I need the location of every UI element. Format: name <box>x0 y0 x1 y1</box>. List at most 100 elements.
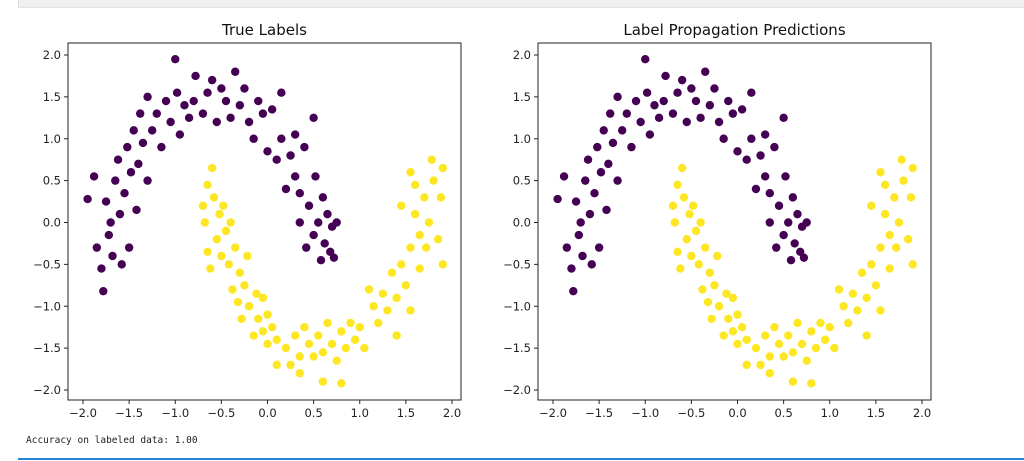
data-point <box>429 176 438 185</box>
data-point <box>765 218 774 227</box>
data-point <box>318 377 328 386</box>
y-tick-label: −1.0 <box>33 299 61 313</box>
data-point <box>215 209 224 219</box>
data-point <box>880 180 890 190</box>
x-tick-label: 0.0 <box>258 406 276 420</box>
data-point <box>710 281 719 290</box>
data-point <box>272 335 281 344</box>
data-point <box>594 243 604 252</box>
y-tick-label: 0.5 <box>513 174 531 188</box>
data-point <box>894 218 904 227</box>
data-point <box>641 54 650 64</box>
data-point <box>316 255 326 265</box>
data-point <box>596 168 606 177</box>
data-point <box>304 339 314 349</box>
data-point <box>258 327 268 336</box>
data-point <box>751 184 761 194</box>
data-point <box>355 322 364 332</box>
data-point <box>231 243 240 252</box>
chart-title: True Labels <box>221 21 307 39</box>
x-tick-label: 2.0 <box>443 406 461 420</box>
data-point <box>636 117 645 127</box>
data-point <box>834 285 844 294</box>
data-point <box>249 331 258 340</box>
x-tick-label: −0.5 <box>207 406 235 420</box>
data-point <box>243 251 252 261</box>
data-point <box>97 264 106 273</box>
data-point <box>802 218 811 227</box>
true-labels-chart: True Labels −2.0 −1.5 −1.0 −0.5 0.0 0.5 1.0 1.5 2… <box>33 21 462 420</box>
data-point <box>161 96 171 106</box>
data-point <box>318 193 328 202</box>
data-point <box>897 155 906 164</box>
plot-frame <box>67 42 462 401</box>
chart-title: Label Propagation Predictions <box>623 21 845 39</box>
data-point <box>203 88 212 97</box>
data-point <box>300 322 309 332</box>
data-point <box>613 176 622 185</box>
data-point <box>908 163 917 173</box>
data-point <box>737 322 747 332</box>
data-point <box>574 230 584 240</box>
data-point <box>890 193 899 202</box>
y-tick-label: −1.5 <box>503 341 531 355</box>
data-point <box>627 142 636 152</box>
data-point <box>682 235 691 244</box>
data-point <box>707 314 716 324</box>
x-tick-label: 0.5 <box>774 406 792 420</box>
data-point <box>605 109 615 118</box>
data-point <box>689 201 698 210</box>
y-tick-label: 2.0 <box>43 48 61 62</box>
data-point <box>781 172 790 181</box>
data-point <box>295 188 304 198</box>
data-point <box>290 172 300 181</box>
data-point <box>272 360 281 370</box>
data-point <box>263 310 272 319</box>
data-point <box>772 243 781 252</box>
data-point <box>668 109 678 118</box>
data-point <box>277 134 286 143</box>
data-point <box>728 109 738 118</box>
data-point <box>602 205 611 215</box>
data-point <box>793 318 802 328</box>
data-point <box>311 172 320 181</box>
data-point <box>816 318 825 328</box>
data-point <box>302 243 311 252</box>
data-point <box>830 343 839 353</box>
data-point <box>571 197 581 206</box>
data-point <box>244 117 254 127</box>
data-point <box>263 147 272 156</box>
data-point <box>286 151 295 160</box>
data-point <box>267 322 277 332</box>
data-point <box>751 343 761 353</box>
data-point <box>392 331 401 340</box>
data-point <box>175 130 185 139</box>
data-point <box>397 260 406 269</box>
data-point <box>742 360 751 370</box>
data-point <box>132 205 141 215</box>
accuracy-output: Accuracy on labeled data: 1.00 <box>26 435 198 446</box>
data-point <box>784 331 793 340</box>
data-point <box>562 243 572 252</box>
data-point <box>420 193 429 202</box>
data-point <box>885 264 894 273</box>
predictions-chart: Label Propagation Predictions −2.0 −1.5 −1.… <box>503 21 932 420</box>
data-point <box>323 209 332 219</box>
data-point <box>891 243 901 252</box>
x-tick-label: 0.5 <box>304 406 322 420</box>
data-point <box>410 180 420 190</box>
x-tick-label: 0.0 <box>728 406 746 420</box>
data-point <box>906 193 916 202</box>
y-tick-label: −0.5 <box>33 257 61 271</box>
data-point <box>350 335 360 344</box>
data-point <box>867 260 876 269</box>
data-point <box>191 71 200 81</box>
data-point <box>309 113 318 123</box>
y-tick-label: 1.5 <box>43 90 61 104</box>
x-tick-label: −2.0 <box>69 406 97 420</box>
x-tick-label: −1.5 <box>585 406 613 420</box>
data-point <box>719 331 728 340</box>
data-point <box>138 138 148 148</box>
data-point <box>281 184 291 194</box>
data-point <box>120 188 129 198</box>
